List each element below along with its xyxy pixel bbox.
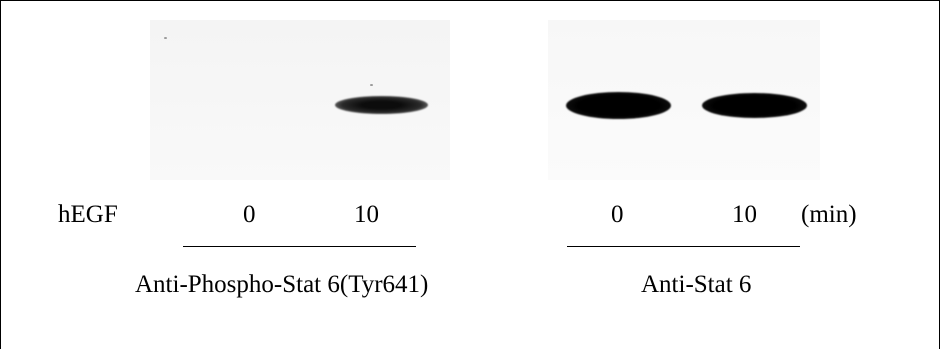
band-phospho-lane-10min bbox=[335, 96, 428, 114]
band-stat6-lane-10min bbox=[702, 93, 807, 118]
left-panel-divider bbox=[183, 246, 416, 247]
lane-label-left-10: 10 bbox=[354, 201, 379, 228]
right-panel-divider bbox=[567, 246, 800, 247]
antibody-label-phospho-stat6: Anti-Phospho-Stat 6(Tyr641) bbox=[135, 271, 429, 298]
time-unit-label: (min) bbox=[801, 201, 857, 228]
blot-speck bbox=[370, 84, 373, 86]
row-label-hegf: hEGF bbox=[58, 201, 118, 228]
antibody-label-stat6: Anti-Stat 6 bbox=[641, 271, 752, 298]
lane-label-left-0: 0 bbox=[243, 201, 256, 228]
lane-label-right-10: 10 bbox=[732, 201, 757, 228]
blot-speck bbox=[164, 37, 167, 39]
band-stat6-lane-0min bbox=[566, 92, 671, 119]
lane-label-right-0: 0 bbox=[611, 201, 624, 228]
